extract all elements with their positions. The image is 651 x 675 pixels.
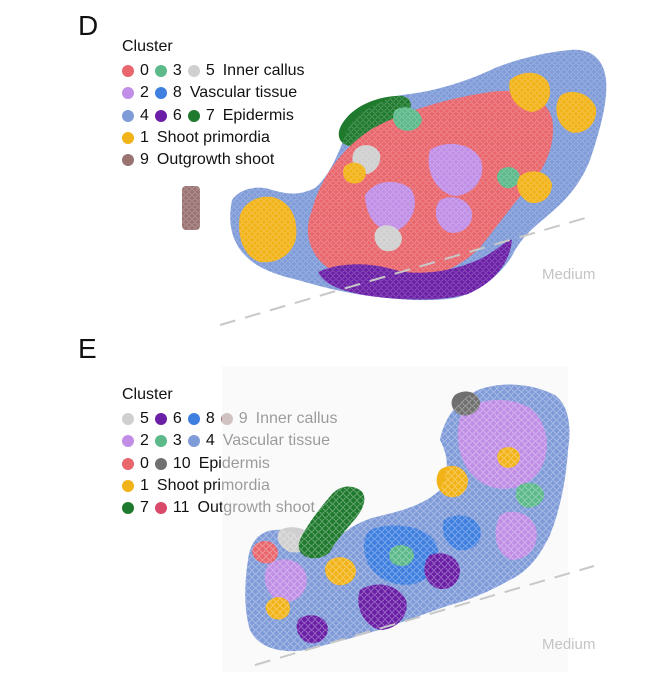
cluster-dot <box>154 413 167 426</box>
cluster-number: 2 <box>140 84 149 102</box>
panel-e-letter: E <box>78 333 97 364</box>
cluster-group-label: Shoot primordia <box>156 129 270 147</box>
legend-row: 4 6 7 Epidermis <box>122 105 305 127</box>
panel-d-legend: Cluster 0 3 5 Inner callus 2 8 Vascular tissue… <box>122 36 305 171</box>
cluster-number: 5 <box>205 62 215 80</box>
panel-e-medium-boundary <box>254 565 595 666</box>
cluster-dot <box>122 413 134 426</box>
cluster-number: 11 <box>172 499 190 517</box>
panel-d-legend-rows: 0 3 5 Inner callus 2 8 Vascular tissue 4 6 7 Epide… <box>122 60 305 171</box>
cluster-number: 6 <box>172 106 182 124</box>
legend-row: 0 3 5 Inner callus <box>122 60 305 82</box>
cluster-dot <box>122 480 134 493</box>
cluster-dot <box>122 502 134 515</box>
cluster-dot <box>122 65 134 78</box>
cluster-dot <box>122 109 134 122</box>
cluster-group-label: Vascular tissue <box>189 84 298 102</box>
legend-row: 1 Shoot primordia <box>122 127 305 149</box>
cluster-number: 2 <box>140 432 149 450</box>
cluster-number: 8 <box>172 84 182 102</box>
cluster-dot <box>154 502 167 515</box>
cluster-group-label: Epidermis <box>222 106 294 124</box>
cluster-dot <box>154 109 167 122</box>
cluster-number: 10 <box>172 454 191 472</box>
cluster-number: 7 <box>140 499 149 517</box>
cluster-number: 1 <box>140 477 149 495</box>
panel-d-letter: D <box>78 10 99 41</box>
cluster-group-label: Inner callus <box>222 62 305 80</box>
cluster-dot <box>154 457 167 470</box>
legend-row: 2 8 Vascular tissue <box>122 82 305 104</box>
cluster-number: 1 <box>140 129 149 147</box>
panel-d-medium-label: Medium <box>542 266 596 283</box>
cluster-dot <box>154 87 167 100</box>
cluster-group-label: Outgrowth shoot <box>156 151 275 169</box>
panel-e-tissue <box>222 366 595 672</box>
panel-e-medium-label: Medium <box>542 636 596 653</box>
cluster-number: 8 <box>205 410 215 428</box>
cluster-number: 0 <box>140 454 149 472</box>
cluster-dot <box>154 435 167 448</box>
cluster-dot <box>187 413 200 426</box>
cluster-dot <box>187 65 200 78</box>
cluster-dot <box>122 132 134 145</box>
cluster-number: 9 <box>140 151 149 169</box>
cluster-dot <box>122 154 134 167</box>
cluster-number: 4 <box>140 106 149 124</box>
panel-d-legend-title: Cluster <box>122 38 173 55</box>
cluster-number: 5 <box>140 410 149 428</box>
cluster-number: 3 <box>172 432 182 450</box>
cluster-dot <box>122 457 134 470</box>
panel-e-legend-title: Cluster <box>122 386 173 403</box>
cluster-dot <box>122 435 134 448</box>
cluster-number: 0 <box>140 62 149 80</box>
cluster-dot <box>154 65 167 78</box>
cluster-number: 3 <box>172 62 182 80</box>
cluster-dot <box>187 109 200 122</box>
cluster-dot <box>187 435 200 448</box>
cluster-number: 6 <box>172 410 182 428</box>
cluster-dot <box>122 87 134 100</box>
legend-row: 9 Outgrowth shoot <box>122 149 305 171</box>
cluster-number: 7 <box>205 106 215 124</box>
cluster-number: 4 <box>205 432 215 450</box>
panel-d-tissue <box>182 49 607 326</box>
panel-d-medium-boundary <box>219 215 593 326</box>
